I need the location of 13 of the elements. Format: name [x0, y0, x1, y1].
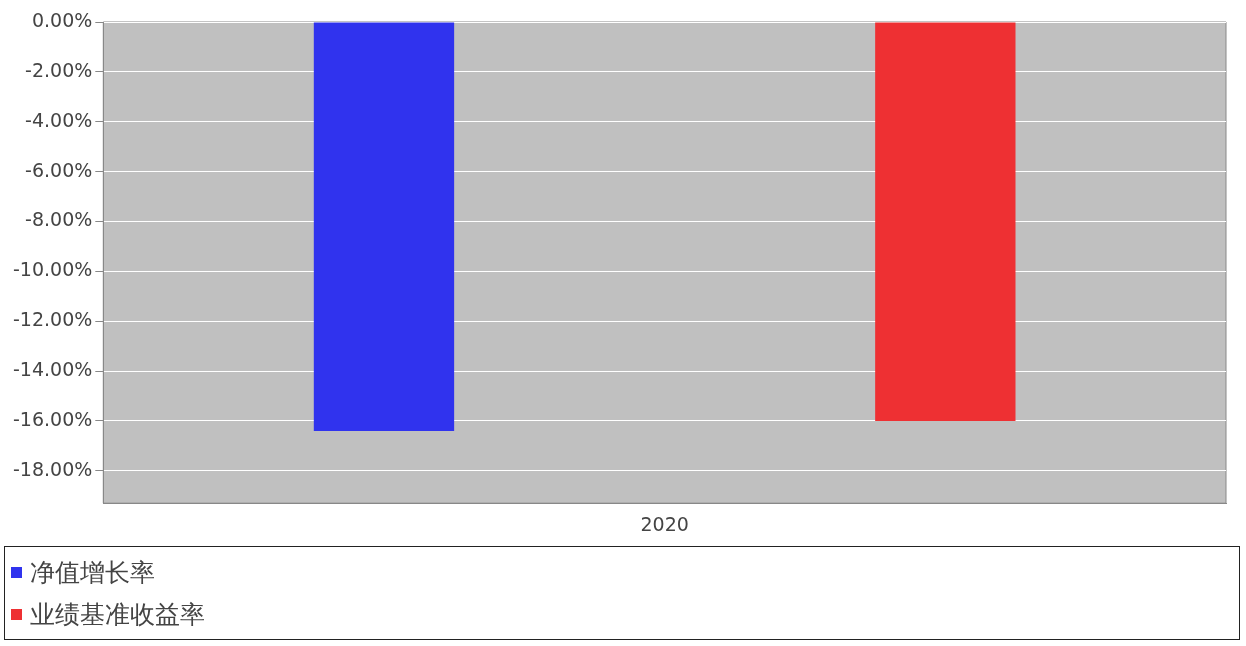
y-tick-label: -6.00%	[25, 158, 93, 181]
y-tick-label: 0.00%	[31, 8, 93, 31]
legend-label: 业绩基准收益率	[30, 598, 205, 631]
y-tick-label: -4.00%	[25, 108, 93, 131]
y-tick-label: -16.00%	[12, 407, 93, 430]
y-tick-label: -14.00%	[12, 357, 93, 380]
y-tick-label: -10.00%	[12, 258, 93, 281]
y-tick-label: -2.00%	[25, 58, 93, 81]
legend-label: 净值增长率	[30, 556, 155, 589]
y-tick-label: -12.00%	[12, 308, 93, 331]
y-tick-label: -8.00%	[25, 208, 93, 231]
x-tick-label: 2020	[640, 512, 689, 535]
y-tick-label: -18.00%	[12, 457, 93, 480]
